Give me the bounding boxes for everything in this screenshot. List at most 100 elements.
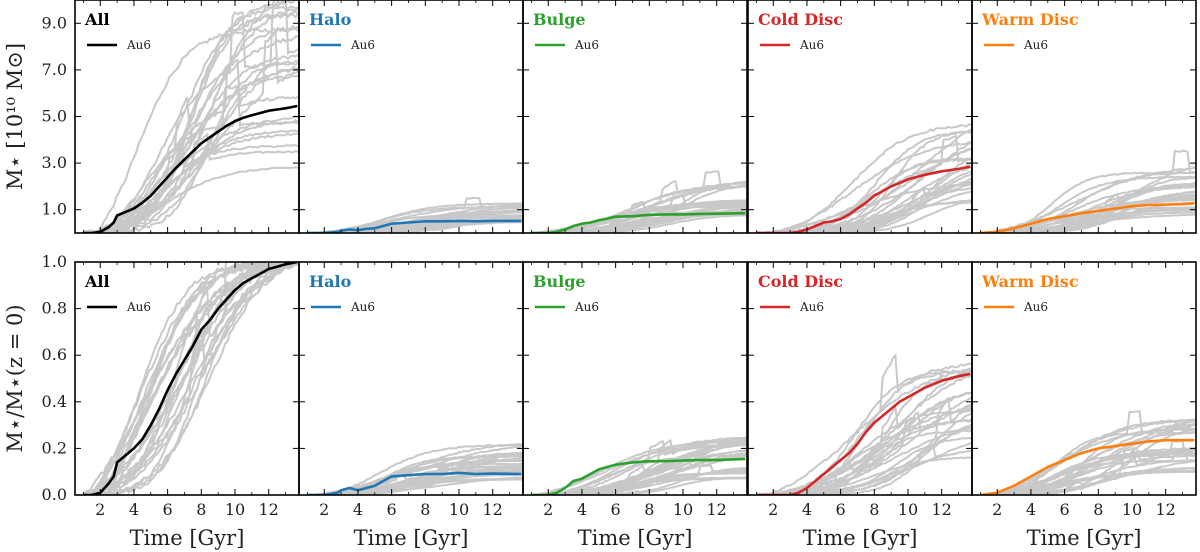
y-tick-label: 0.8 (42, 299, 67, 318)
panel-frame (298, 0, 524, 234)
x-tick-label: 2 (543, 500, 553, 519)
panel-title: Warm Disc (981, 10, 1079, 29)
au6-curve (756, 372, 971, 495)
panel-halo-row1: 2 4 6 8 10 12 Halo Au6 Time [Gyr] (298, 261, 524, 550)
sample-curve (756, 141, 972, 233)
sample-curve (980, 410, 1196, 495)
panel-title: Bulge (533, 272, 586, 291)
sample-curve (83, 144, 299, 233)
x-tick-label: 4 (353, 500, 363, 519)
panel-title: Cold Disc (758, 272, 843, 291)
au6-curve (980, 201, 1195, 233)
sample-curve (83, 262, 299, 495)
x-tick-label: 2 (768, 500, 778, 519)
x-tick-label: 10 (898, 500, 918, 519)
sample-curve (83, 67, 299, 233)
legend-label: Au6 (350, 38, 375, 52)
y-tick-label: 0.4 (42, 392, 67, 411)
y-tick-label: 1.0 (42, 200, 67, 219)
x-axis-title: Time [Gyr] (1027, 526, 1142, 550)
sample-curve (756, 409, 972, 495)
x-tick-label: 2 (992, 500, 1002, 519)
sample-curve (83, 262, 298, 495)
y-tick-label: 3.0 (42, 153, 67, 172)
y-tick-label: 1.0 (42, 252, 67, 271)
legend-label: Au6 (1023, 300, 1048, 314)
panel-bulge-row1: 2 4 6 8 10 12 Bulge Au6 Time [Gyr] (522, 261, 748, 550)
x-tick-label: 4 (577, 500, 587, 519)
panel-frame (522, 0, 748, 234)
sample-curve (83, 84, 299, 233)
sample-curves (531, 436, 747, 495)
x-tick-label: 8 (196, 500, 206, 519)
legend-label: Au6 (1023, 38, 1048, 52)
y-tick-label: 9.0 (42, 13, 67, 32)
panel-frame (747, 0, 973, 234)
sample-curve (756, 367, 972, 495)
sample-curves (980, 410, 1196, 495)
sample-curve (82, 65, 299, 233)
panel-all-row0: 1.0 3.0 5.0 7.0 9.0 All Au6 (42, 0, 300, 234)
x-tick-label: 8 (1093, 500, 1103, 519)
au6-curve (83, 262, 298, 495)
sample-curves (531, 170, 747, 233)
y-tick-label: 0.0 (42, 485, 67, 504)
panel-all-row1: 2 4 6 8 10 12 0.0 0.2 0.4 0.6 0.8 1.0 All Au6 Time [Gy… (42, 252, 300, 550)
panel-warm-disc-row0: Warm Disc Au6 (971, 0, 1197, 234)
sample-curve (83, 262, 299, 495)
sample-curves (82, 262, 299, 495)
panel-halo-row0: Halo Au6 (298, 0, 524, 234)
x-tick-label: 10 (673, 500, 693, 519)
sample-curve (82, 262, 299, 495)
legend-label: Au6 (350, 300, 375, 314)
x-tick-label: 6 (611, 500, 621, 519)
sample-curve (980, 422, 1196, 495)
sample-curve (756, 172, 972, 233)
x-axis-title: Time [Gyr] (130, 526, 245, 550)
x-axis-title: Time [Gyr] (803, 526, 918, 550)
sample-curve (83, 132, 299, 233)
y-tick-label: 5.0 (42, 107, 67, 126)
legend-label: Au6 (126, 300, 151, 314)
panel-cold-disc-row1: 2 4 6 8 10 12 Cold Disc Au6 Time [Gyr] (747, 261, 973, 550)
panel-frame (522, 261, 748, 496)
legend-label: Au6 (574, 300, 599, 314)
x-tick-label: 12 (259, 500, 279, 519)
legend-label: Au6 (799, 300, 824, 314)
x-tick-label: 12 (707, 500, 727, 519)
panel-title: Bulge (533, 10, 586, 29)
panel-bulge-row0: Bulge Au6 (522, 0, 748, 234)
sample-curves (755, 353, 972, 495)
panel-frame (971, 261, 1197, 496)
x-tick-label: 12 (932, 500, 952, 519)
sample-curve (531, 476, 747, 495)
y-axis-title: M⋆/M⋆(z = 0) (3, 304, 27, 452)
panel-title: All (84, 10, 110, 29)
x-tick-label: 10 (449, 500, 469, 519)
x-axis-title: Time [Gyr] (578, 526, 693, 550)
x-tick-label: 6 (836, 500, 846, 519)
x-tick-label: 8 (644, 500, 654, 519)
x-tick-label: 8 (420, 500, 430, 519)
sample-curve (82, 60, 299, 233)
au6-curve (531, 457, 746, 495)
sample-curves (82, 0, 299, 233)
y-tick-label: 7.0 (42, 60, 67, 79)
y-tick-label: 0.6 (42, 345, 67, 364)
panel-title: Warm Disc (981, 272, 1079, 291)
x-tick-label: 2 (95, 500, 105, 519)
sample-curves (307, 443, 523, 495)
au6-curve (756, 165, 971, 233)
sample-curve (83, 58, 299, 233)
legend-label: Au6 (799, 38, 824, 52)
x-tick-label: 8 (869, 500, 879, 519)
au6-curve (531, 211, 746, 233)
sample-curves (980, 149, 1196, 233)
x-tick-label: 6 (163, 500, 173, 519)
panel-frame (74, 261, 300, 496)
x-tick-label: 12 (1156, 500, 1176, 519)
panel-title: Halo (309, 10, 352, 29)
sample-curve (531, 184, 747, 233)
x-tick-label: 6 (387, 500, 397, 519)
